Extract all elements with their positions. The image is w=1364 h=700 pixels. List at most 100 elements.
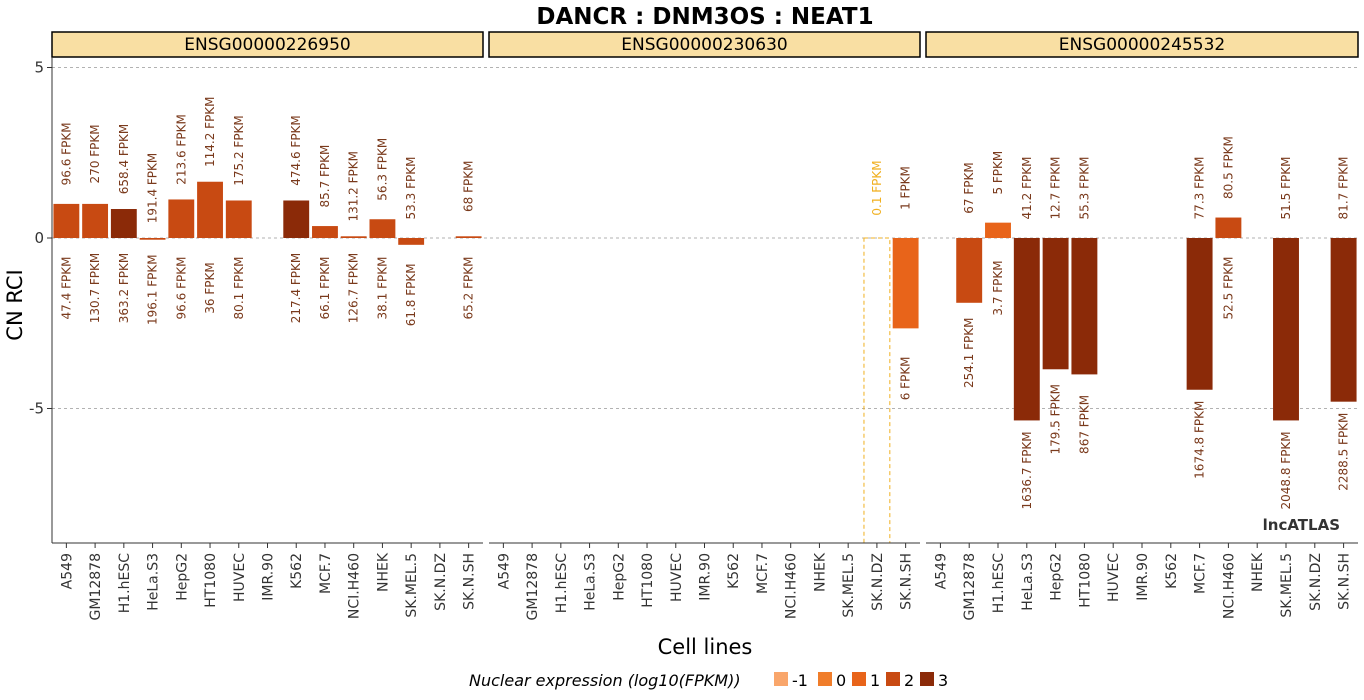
bar xyxy=(312,226,338,238)
x-tick-label: MCF.7 xyxy=(1193,553,1209,594)
bottom-value-label: 52.5 FPKM xyxy=(1221,257,1235,320)
bar xyxy=(985,222,1011,238)
x-tick-label: SK.N.DZ xyxy=(433,553,449,611)
legend-title: Nuclear expression (log10(FPKM)) xyxy=(469,671,741,690)
top-value-label: 114.2 FPKM xyxy=(203,96,217,167)
chart-title: DANCR : DNM3OS : NEAT1 xyxy=(536,4,873,30)
bar xyxy=(197,181,223,238)
x-tick-label: A549 xyxy=(59,553,75,589)
legend-swatch xyxy=(774,672,788,686)
legend-entry-label: 3 xyxy=(938,671,948,690)
bottom-value-label: 80.1 FPKM xyxy=(232,257,246,320)
x-tick-label: HUVEC xyxy=(232,553,248,602)
x-tick-label: K562 xyxy=(289,553,305,589)
bottom-value-label: 2048.8 FPKM xyxy=(1279,431,1293,509)
bottom-value-label: 2288.5 FPKM xyxy=(1337,413,1351,491)
bottom-value-label: 130.7 FPKM xyxy=(88,253,102,324)
facet-strips: ENSG00000226950 ENSG00000230630 ENSG000002… xyxy=(51,31,1359,58)
top-value-label: 81.7 FPKM xyxy=(1337,157,1351,220)
top-value-label: 658.4 FPKM xyxy=(117,124,131,195)
top-value-label: 80.5 FPKM xyxy=(1221,136,1235,199)
x-tick-label: NCI.H460 xyxy=(347,553,363,619)
y-axis-title: CN RCI xyxy=(3,269,27,340)
bar xyxy=(1013,238,1040,421)
legend-swatch xyxy=(852,672,866,686)
bar xyxy=(1186,238,1213,390)
facet-strip xyxy=(925,31,1359,58)
x-tick-label: IMR.90 xyxy=(698,553,714,601)
top-value-label: 191.4 FPKM xyxy=(146,153,160,224)
legend-entry-label: 0 xyxy=(836,671,846,690)
top-value-label: 5 FPKM xyxy=(991,151,1005,195)
x-tick-label: H1.hESC xyxy=(554,553,570,613)
x-tick-label: HepG2 xyxy=(611,553,627,601)
bottom-value-label: 36 FPKM xyxy=(203,262,217,313)
top-value-label: 1 FPKM xyxy=(899,166,913,210)
bar xyxy=(53,203,80,238)
bottom-value-label: 254.1 FPKM xyxy=(962,318,976,389)
bottom-value-label: 179.5 FPKM xyxy=(1049,384,1063,455)
x-axis-title: Cell lines xyxy=(658,635,753,659)
x-tick-label: MCF.7 xyxy=(318,553,334,594)
x-tick-label: H1.hESC xyxy=(117,553,133,613)
x-tick-label: GM12878 xyxy=(525,553,541,620)
bar xyxy=(1071,238,1098,375)
x-tick-label: K562 xyxy=(726,553,742,589)
facet-strip-label: ENSG00000226950 xyxy=(184,35,350,55)
bar xyxy=(863,237,891,544)
bar xyxy=(1042,238,1069,370)
x-tick-label: HUVEC xyxy=(1106,553,1122,602)
top-value-label: 175.2 FPKM xyxy=(232,115,246,186)
legend-entry-label: 2 xyxy=(904,671,914,690)
bottom-value-label: 38.1 FPKM xyxy=(375,257,389,320)
x-tick-label: HeLa.S3 xyxy=(146,553,162,611)
top-value-label: 270 FPKM xyxy=(88,124,102,183)
x-tick-label: GM12878 xyxy=(962,553,978,620)
bottom-value-label: 47.4 FPKM xyxy=(59,257,73,320)
facet-strip xyxy=(488,31,921,58)
bar xyxy=(82,203,109,238)
bottom-value-label: 1636.7 FPKM xyxy=(1020,431,1034,509)
x-tick-label: NHEK xyxy=(375,552,391,592)
bottom-value-label: 96.6 FPKM xyxy=(174,257,188,320)
bottom-value-label: 1674.8 FPKM xyxy=(1193,401,1207,479)
x-tick-label: HT1080 xyxy=(203,553,219,608)
bottom-value-label: 196.1 FPKM xyxy=(146,254,160,325)
bars xyxy=(53,181,1357,544)
gridlines xyxy=(52,67,1358,409)
bar xyxy=(892,238,919,329)
x-tick-label: NCI.H460 xyxy=(784,553,800,619)
x-tick-label: IMR.90 xyxy=(1135,553,1151,601)
top-value-label: 85.7 FPKM xyxy=(318,145,332,208)
bottom-value-label: 867 FPKM xyxy=(1077,395,1091,454)
x-tick-label: HepG2 xyxy=(174,553,190,601)
bar xyxy=(1215,217,1242,238)
top-value-label: 56.3 FPKM xyxy=(375,138,389,201)
bottom-value-label: 217.4 FPKM xyxy=(289,253,303,324)
x-tick-label: HepG2 xyxy=(1049,553,1065,601)
legend-swatch xyxy=(886,672,900,686)
x-tick-label: A549 xyxy=(496,553,512,589)
x-tick-label: SK.N.SH xyxy=(1337,553,1353,610)
top-value-label: 131.2 FPKM xyxy=(347,151,361,222)
axes: 5 0 -5 A549 GM12878 H1.hESC HeLa.S3 HepG2 HT1080… xyxy=(29,57,1358,620)
y-tick-label: 0 xyxy=(34,229,44,247)
x-tick-label: HeLa.S3 xyxy=(583,553,599,611)
x-tick-label: A549 xyxy=(933,553,949,589)
top-value-label: 68 FPKM xyxy=(462,161,476,212)
x-tick-label: H1.hESC xyxy=(991,553,1007,613)
bottom-value-label: 65.2 FPKM xyxy=(462,257,476,320)
x-tick-label: MCF.7 xyxy=(755,553,771,594)
bottom-value-label: 363.2 FPKM xyxy=(117,253,131,324)
facet-strip xyxy=(51,31,484,58)
bar xyxy=(956,238,983,303)
top-value-label: 41.2 FPKM xyxy=(1020,157,1034,220)
bottom-value-label: 126.7 FPKM xyxy=(347,253,361,324)
top-value-label: 51.5 FPKM xyxy=(1279,157,1293,220)
facet-strip-label: ENSG00000245532 xyxy=(1059,35,1225,55)
legend-entry-label: 1 xyxy=(870,671,880,690)
bar xyxy=(1273,238,1299,421)
top-value-label: 55.3 FPKM xyxy=(1077,157,1091,220)
bar xyxy=(369,219,396,238)
